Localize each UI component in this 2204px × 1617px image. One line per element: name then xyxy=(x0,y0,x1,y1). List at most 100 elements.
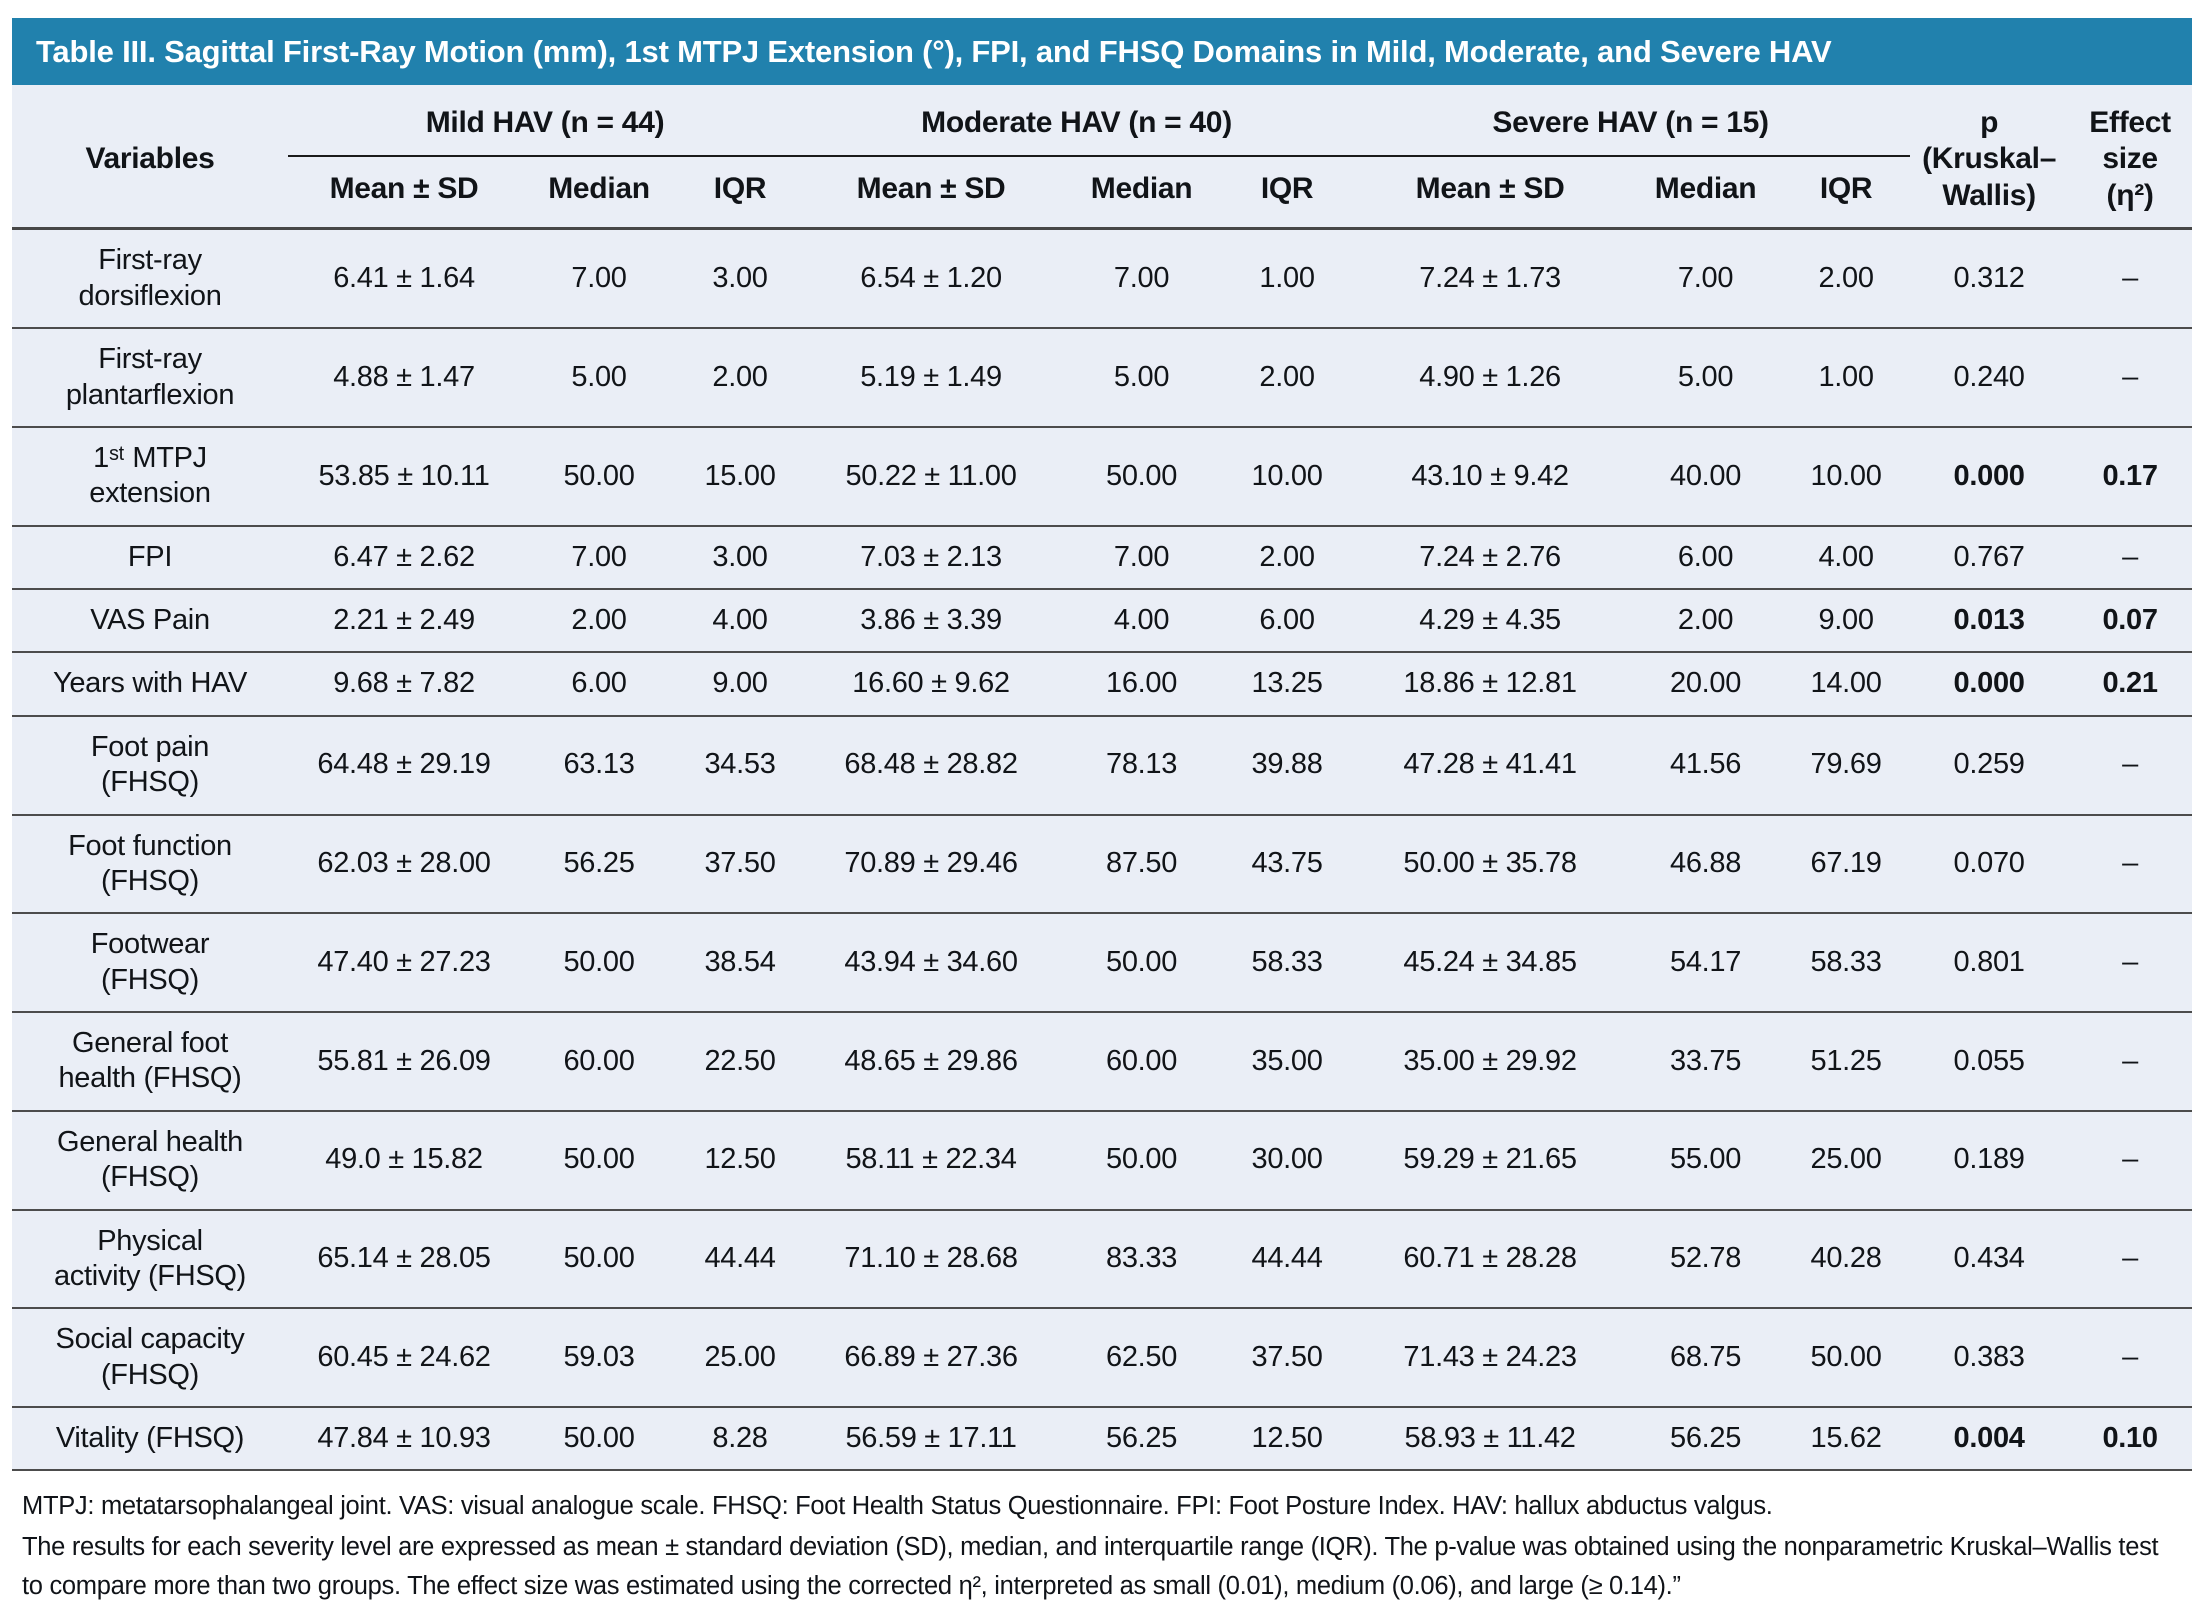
variables-header: Variables xyxy=(85,142,215,176)
cell: 83.33 xyxy=(1105,1242,1178,1275)
row-label: Footwear (FHSQ) xyxy=(90,928,210,996)
effect-size-header: Effect size (η²) xyxy=(2089,105,2171,212)
cell: 50.00 xyxy=(563,459,635,492)
footnote-abbreviations: MTPJ: metatarsophalangeal joint. VAS: vi… xyxy=(22,1492,1773,1521)
table-row: General health (FHSQ) 49.0 ± 15.82 50.00… xyxy=(12,1110,2193,1210)
cell: 1.00 xyxy=(1259,262,1315,295)
cell: 60.45 ± 24.62 xyxy=(317,1340,491,1373)
cell: 50.00 xyxy=(563,1422,635,1455)
cell: 2.00 xyxy=(1818,262,1874,295)
cell: 50.00 xyxy=(563,945,635,978)
row-label: Vitality (FHSQ) xyxy=(55,1422,245,1455)
cell: 67.19 xyxy=(1810,847,1882,880)
cell: 13.25 xyxy=(1251,667,1323,700)
table-row: Years with HAV 9.68 ± 7.82 6.00 9.00 16.… xyxy=(12,652,2193,715)
cell: 34.53 xyxy=(704,748,776,781)
row-label: General health (FHSQ) xyxy=(56,1125,244,1194)
p-value-cell: 0.000 xyxy=(1953,667,2025,700)
cell: 9.68 ± 7.82 xyxy=(333,667,475,700)
p-value-cell: 0.767 xyxy=(1953,540,2025,573)
subheader-mean-mild: Mean ± SD xyxy=(329,171,479,205)
cell: 60.71 ± 28.28 xyxy=(1403,1242,1577,1275)
effect-size-cell: – xyxy=(2122,748,2138,781)
cell: 3.00 xyxy=(712,262,768,295)
cell: 53.85 ± 10.11 xyxy=(318,459,490,492)
cell: 50.00 ± 35.78 xyxy=(1403,847,1577,880)
table-title-bar: Table III. Sagittal First-Ray Motion (mm… xyxy=(12,18,2192,85)
cell: 38.54 xyxy=(704,945,776,978)
cell: 5.00 xyxy=(571,360,627,393)
cell: 7.00 xyxy=(571,540,627,573)
subheader-median-mild: Median xyxy=(548,171,650,205)
cell: 25.00 xyxy=(1810,1143,1882,1176)
effect-size-cell: – xyxy=(2122,540,2138,573)
group-header-severe: Severe HAV (n = 15) xyxy=(1351,84,1911,157)
cell: 58.33 xyxy=(1810,945,1882,978)
cell: 44.44 xyxy=(704,1242,776,1275)
cell: 12.50 xyxy=(1251,1422,1323,1455)
cell: 56.25 xyxy=(563,847,635,880)
subheader-iqr-moderate: IQR xyxy=(1260,171,1314,205)
cell: 47.40 ± 27.23 xyxy=(317,945,491,978)
cell: 20.00 xyxy=(1670,667,1742,700)
table-row: Foot function (FHSQ) 62.03 ± 28.00 56.25… xyxy=(12,814,2193,914)
cell: 78.13 xyxy=(1105,748,1178,781)
cell: 59.29 ± 21.65 xyxy=(1403,1143,1577,1176)
cell: 55.81 ± 26.09 xyxy=(317,1044,491,1077)
effect-size-cell: – xyxy=(2122,1242,2138,1275)
row-label: 1ˢᵗ MTPJ extension xyxy=(89,441,211,510)
cell: 87.50 xyxy=(1105,847,1178,880)
cell: 60.00 xyxy=(563,1044,635,1077)
p-value-header: p (Kruskal– Wallis) xyxy=(1922,105,2057,212)
cell: 64.48 ± 29.19 xyxy=(317,748,491,781)
subheader-iqr-severe: IQR xyxy=(1819,171,1873,205)
row-label: Foot function (FHSQ) xyxy=(68,829,232,897)
effect-size-cell: – xyxy=(2122,1143,2138,1176)
cell: 22.50 xyxy=(704,1044,776,1077)
cell: 7.24 ± 1.73 xyxy=(1419,262,1561,295)
cell: 6.41 ± 1.64 xyxy=(333,262,475,295)
table-body: First-ray dorsiflexion 6.41 ± 1.64 7.00 … xyxy=(12,229,2193,1471)
p-value-cell: 0.055 xyxy=(1953,1044,2025,1077)
cell: 41.56 xyxy=(1670,748,1742,781)
cell: 71.43 ± 24.23 xyxy=(1403,1340,1577,1373)
sub-header-row: Mean ± SD Median IQR Mean ± SD Median IQ… xyxy=(12,156,2192,229)
cell: 71.10 ± 28.68 xyxy=(844,1242,1018,1275)
effect-size-cell: – xyxy=(2122,945,2138,978)
footnote-methods: The results for each severity level are … xyxy=(22,1533,2159,1600)
cell: 5.00 xyxy=(1113,360,1170,393)
effect-size-cell: – xyxy=(2122,847,2138,880)
cell: 37.50 xyxy=(1251,1340,1323,1373)
cell: 56.25 xyxy=(1105,1422,1178,1455)
cell: 16.60 ± 9.62 xyxy=(852,667,1010,700)
cell: 2.00 xyxy=(571,604,627,637)
row-label: Social capacity (FHSQ) xyxy=(55,1323,245,1391)
cell: 5.19 ± 1.49 xyxy=(860,360,1002,393)
cell: 47.28 ± 41.41 xyxy=(1403,748,1577,781)
cell: 37.50 xyxy=(704,847,776,880)
cell: 66.89 ± 27.36 xyxy=(844,1340,1018,1373)
cell: 3.86 ± 3.39 xyxy=(860,604,1002,637)
cell: 4.00 xyxy=(712,604,768,637)
cell: 2.21 ± 2.49 xyxy=(333,604,475,637)
cell: 9.00 xyxy=(712,667,768,700)
row-label: Foot pain (FHSQ) xyxy=(90,730,210,799)
table-footnotes: MTPJ: metatarsophalangeal joint. VAS: vi… xyxy=(12,1471,2192,1606)
cell: 56.25 xyxy=(1670,1422,1742,1455)
cell: 50.22 ± 11.00 xyxy=(845,459,1017,492)
cell: 10.00 xyxy=(1810,459,1882,492)
cell: 4.90 ± 1.26 xyxy=(1419,360,1561,393)
effect-size-cell: 0.10 xyxy=(2102,1422,2158,1455)
table-row: Footwear (FHSQ) 47.40 ± 27.23 50.00 38.5… xyxy=(12,913,2193,1012)
cell: 6.47 ± 2.62 xyxy=(333,540,475,573)
subheader-median-severe: Median xyxy=(1654,171,1757,205)
cell: 6.00 xyxy=(571,667,627,700)
cell: 10.00 xyxy=(1251,459,1323,492)
cell: 54.17 xyxy=(1670,945,1742,978)
p-value-cell: 0.013 xyxy=(1953,604,2025,637)
cell: 70.89 ± 29.46 xyxy=(844,847,1018,880)
effect-size-cell: 0.17 xyxy=(2102,459,2158,492)
row-label: General foot health (FHSQ) xyxy=(58,1027,242,1095)
cell: 7.00 xyxy=(1113,262,1170,295)
cell: 58.33 xyxy=(1251,945,1323,978)
